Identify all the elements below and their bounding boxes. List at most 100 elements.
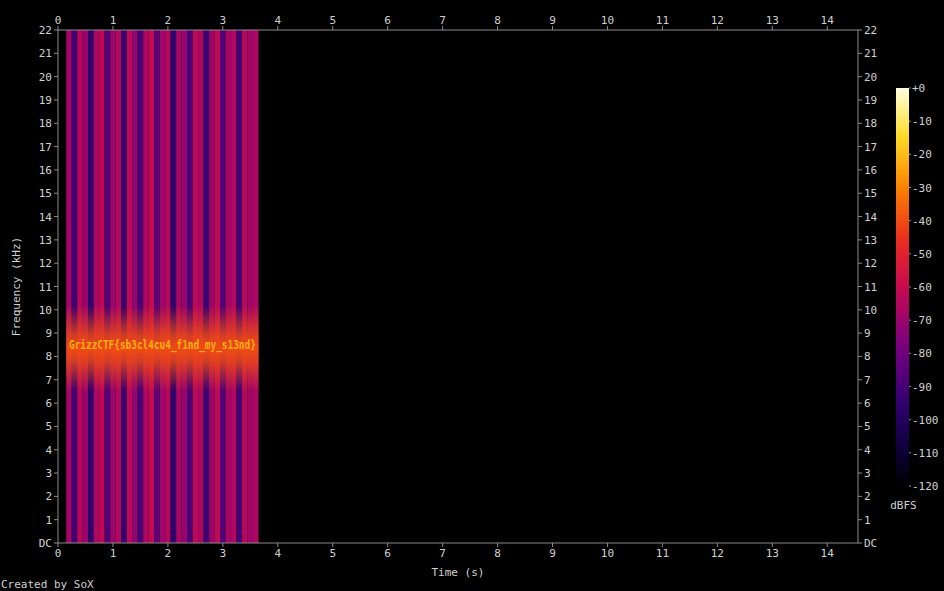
x-tick-label: 4 bbox=[274, 14, 281, 27]
x-tick-label: 10 bbox=[601, 547, 614, 560]
y-tick bbox=[858, 519, 862, 520]
x-tick-label: 10 bbox=[601, 14, 614, 27]
y-tick bbox=[858, 286, 862, 287]
y-tick-label: 9 bbox=[864, 327, 871, 340]
y-tick bbox=[54, 449, 58, 450]
spectrum-column bbox=[209, 30, 214, 543]
colorbar-tick-label: -120 bbox=[912, 480, 939, 493]
x-tick-label: 9 bbox=[549, 547, 556, 560]
y-tick bbox=[858, 169, 862, 170]
colorbar-tick bbox=[909, 154, 911, 155]
colorbar-tick-label: -30 bbox=[912, 182, 932, 195]
y-tick-label: 12 bbox=[864, 257, 877, 270]
y-tick-label: 18 bbox=[39, 117, 52, 130]
x-tick-label: 3 bbox=[220, 547, 227, 560]
x-tick-label: 6 bbox=[384, 14, 391, 27]
signal-band bbox=[66, 305, 258, 391]
y-tick-label: 8 bbox=[45, 350, 52, 363]
y-tick bbox=[858, 263, 862, 264]
spectrum-column bbox=[77, 30, 82, 543]
y-tick-label: 11 bbox=[39, 281, 52, 294]
colorbar-tick-label: -110 bbox=[912, 447, 939, 460]
spectrum-column bbox=[66, 30, 71, 543]
y-tick bbox=[858, 53, 862, 54]
y-tick-label: 17 bbox=[39, 141, 52, 154]
y-tick bbox=[858, 449, 862, 450]
y-tick-label: 3 bbox=[45, 467, 52, 480]
y-tick-label: 5 bbox=[864, 420, 871, 433]
colorbar-tick-label: -20 bbox=[912, 148, 932, 161]
colorbar-tick-label: -90 bbox=[912, 381, 932, 394]
x-tick-label: 5 bbox=[329, 547, 336, 560]
colorbar-tick bbox=[909, 121, 911, 122]
spectrum-column bbox=[182, 30, 187, 543]
y-tick bbox=[54, 263, 58, 264]
spectrum-column bbox=[143, 30, 148, 543]
y-tick-label: 2 bbox=[45, 490, 52, 503]
spectrum-column bbox=[237, 30, 242, 543]
y-tick-label: 5 bbox=[45, 420, 52, 433]
y-tick-label: 20 bbox=[864, 71, 877, 84]
colorbar-tick-label: -50 bbox=[912, 248, 932, 261]
y-axis-label: Frequency (kHz) bbox=[10, 237, 23, 336]
colorbar-tick bbox=[909, 287, 911, 288]
x-tick-label: 2 bbox=[165, 547, 172, 560]
plot-frame bbox=[58, 30, 858, 543]
y-tick-label: 1 bbox=[45, 514, 52, 527]
y-tick bbox=[54, 333, 58, 334]
colorbar-tick-label: -100 bbox=[912, 414, 939, 427]
y-tick bbox=[54, 426, 58, 427]
colorbar bbox=[896, 88, 909, 486]
hidden-text: GrizzCTF{sb3cl4cu4_f1nd_my_s13nd} bbox=[69, 338, 256, 353]
y-tick-label: 21 bbox=[39, 47, 52, 60]
plot-area bbox=[66, 30, 258, 543]
colorbar-tick bbox=[909, 220, 911, 221]
spectrum-column bbox=[138, 30, 143, 543]
x-tick-label: 12 bbox=[711, 14, 724, 27]
spectrum-column bbox=[105, 30, 110, 543]
spectrum-column bbox=[132, 30, 137, 543]
y-tick-label: 15 bbox=[39, 187, 52, 200]
y-tick bbox=[858, 216, 862, 217]
y-tick-label: 14 bbox=[864, 211, 878, 224]
y-tick bbox=[858, 239, 862, 240]
y-tick-label: 10 bbox=[39, 304, 52, 317]
y-tick-label: 11 bbox=[864, 281, 877, 294]
colorbar-tick-label: -80 bbox=[912, 347, 932, 360]
colorbar-tick bbox=[909, 486, 911, 487]
x-tick-label: 9 bbox=[549, 14, 556, 27]
spectrum-column bbox=[248, 30, 253, 543]
colorbar-tick-label: -40 bbox=[912, 215, 932, 228]
y-tick bbox=[858, 30, 862, 31]
y-tick bbox=[858, 193, 862, 194]
spectrum-column bbox=[226, 30, 231, 543]
y-tick-label: 4 bbox=[45, 444, 52, 457]
y-tick bbox=[54, 76, 58, 77]
spectrum-column bbox=[253, 30, 258, 543]
y-tick bbox=[54, 216, 58, 217]
y-tick bbox=[54, 356, 58, 357]
chart: GrizzCTF{sb3cl4cu4_f1nd_my_s13nd}0011223… bbox=[0, 0, 944, 591]
y-tick-label: 8 bbox=[864, 350, 871, 363]
y-tick bbox=[858, 473, 862, 474]
y-tick-label: 20 bbox=[39, 71, 52, 84]
y-tick bbox=[54, 146, 58, 147]
spectrum-column bbox=[193, 30, 198, 543]
y-tick bbox=[54, 379, 58, 380]
y-tick bbox=[54, 286, 58, 287]
y-tick bbox=[858, 76, 862, 77]
y-tick bbox=[858, 543, 862, 544]
y-tick bbox=[858, 333, 862, 334]
y-tick bbox=[54, 53, 58, 54]
y-tick-label: 7 bbox=[864, 374, 871, 387]
colorbar-tick bbox=[909, 88, 911, 89]
spectrum-column bbox=[176, 30, 181, 543]
y-tick-label: 17 bbox=[864, 141, 877, 154]
x-tick-label: 6 bbox=[384, 547, 391, 560]
y-tick-label: 21 bbox=[864, 47, 877, 60]
y-tick bbox=[54, 193, 58, 194]
footer: Created by SoX bbox=[1, 578, 94, 591]
spectrum-column bbox=[220, 30, 225, 543]
spectrum-column bbox=[242, 30, 247, 543]
colorbar-tick bbox=[909, 187, 911, 188]
